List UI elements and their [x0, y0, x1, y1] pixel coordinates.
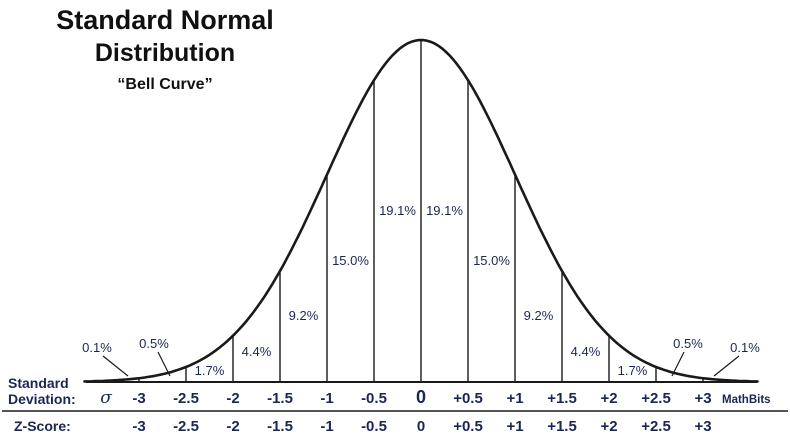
- chart-title-line2: Distribution: [94, 39, 236, 68]
- z-tick-label: -3: [132, 418, 145, 435]
- tail-percent-label: 0.5%: [673, 336, 703, 351]
- z-tick-label: +2: [600, 418, 617, 435]
- sd-tick-label: +3: [694, 390, 711, 407]
- z-tick-label: -2.5: [173, 418, 199, 435]
- sd-tick-label: -1.5: [267, 390, 293, 407]
- z-tick-label: +0.5: [453, 418, 483, 435]
- tail-percent-label: 0.5%: [139, 336, 169, 351]
- sd-tick-label: +0.5: [453, 390, 483, 407]
- segment-percent-label: 15.0%: [332, 253, 369, 268]
- segment-percent-label: 19.1%: [379, 203, 416, 218]
- sd-tick-label: +2: [600, 390, 617, 407]
- z-tick-label: +3: [694, 418, 711, 435]
- segment-percent-label: 15.0%: [473, 253, 510, 268]
- sd-tick-label: +1: [506, 390, 523, 407]
- tail-percent-label: 0.1%: [82, 340, 112, 355]
- sigma-symbol: σ: [100, 388, 112, 408]
- chart-title-line1: Standard Normal: [56, 5, 274, 35]
- sd-tick-label: +1.5: [547, 390, 577, 407]
- sd-tick-label: -0.5: [361, 390, 387, 407]
- z-tick-label: +1.5: [547, 418, 577, 435]
- sd-tick-label: 0: [416, 387, 426, 407]
- sd-tick-label: +2.5: [641, 390, 671, 407]
- segment-percent-label: 9.2%: [524, 308, 554, 323]
- z-tick-label: +1: [506, 418, 523, 435]
- watermark-mathbits: MathBits: [722, 394, 771, 406]
- sd-axis-title-line1: Standard: [8, 375, 69, 391]
- sd-tick-label: -2.5: [173, 390, 199, 407]
- z-tick-label: -2: [226, 418, 239, 435]
- segment-percent-label: 4.4%: [571, 344, 601, 359]
- sd-tick-label: -1: [320, 390, 333, 407]
- leader-line: [102, 355, 129, 377]
- segment-percent-label: 9.2%: [289, 308, 319, 323]
- segment-percent-label: 1.7%: [618, 363, 648, 378]
- segment-percent-label: 19.1%: [426, 203, 463, 218]
- z-tick-label: -0.5: [361, 418, 387, 435]
- z-tick-label: -1.5: [267, 418, 293, 435]
- tail-percent-label: 0.1%: [730, 340, 760, 355]
- chart-title-block: Standard Normal Distribution “Bell Curve…: [25, 5, 305, 94]
- z-tick-label: +2.5: [641, 418, 671, 435]
- sd-axis-title-line2: Deviation:: [8, 391, 76, 407]
- leader-line: [671, 351, 685, 377]
- segment-percent-label: 4.4%: [242, 344, 272, 359]
- sd-tick-label: -3: [132, 390, 145, 407]
- segment-percent-label: 1.7%: [195, 363, 225, 378]
- z-axis-title: Z-Score:: [14, 418, 71, 434]
- leader-line: [713, 355, 740, 377]
- sd-tick-label: -2: [226, 390, 239, 407]
- leader-line: [157, 351, 171, 377]
- z-tick-label: 0: [417, 418, 425, 435]
- z-tick-label: -1: [320, 418, 333, 435]
- chart-subtitle: “Bell Curve”: [117, 75, 213, 93]
